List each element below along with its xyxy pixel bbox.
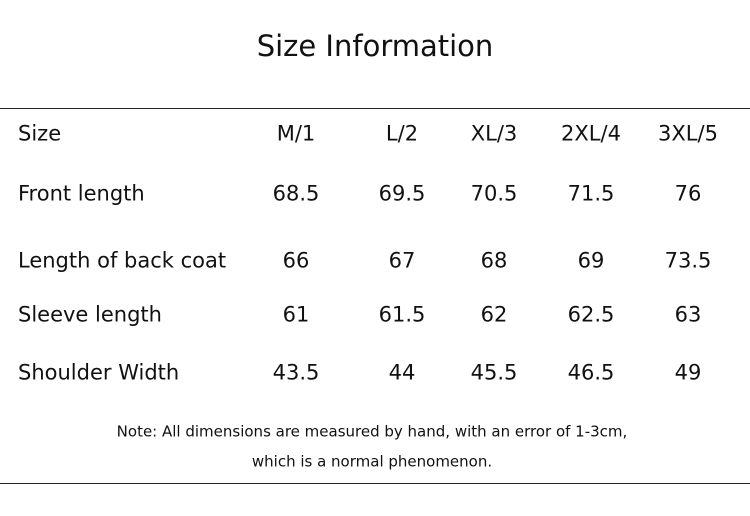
table-cell: 66	[282, 248, 310, 273]
row-label: Sleeve length	[18, 302, 162, 327]
table-cell: 49	[674, 360, 702, 385]
table-cell: 44	[388, 360, 416, 385]
title: Size Information	[256, 29, 494, 63]
table-cell: 69	[577, 248, 605, 273]
table-cell: 68	[480, 248, 508, 273]
table-cell: 71.5	[567, 181, 615, 206]
header-cell: L/2	[385, 121, 419, 146]
table-cell: 61.5	[378, 302, 426, 327]
table-cell: 62.5	[567, 302, 615, 327]
table-cell: 61	[282, 302, 310, 327]
header-cell: XL/3	[470, 121, 518, 146]
table-cell: 73.5	[664, 248, 712, 273]
table-cell: 45.5	[470, 360, 518, 385]
divider-top	[0, 108, 750, 109]
table-cell: 43.5	[272, 360, 320, 385]
table-cell: 69.5	[378, 181, 426, 206]
table-cell: 70.5	[470, 181, 518, 206]
row-label: Shoulder Width	[18, 360, 180, 385]
header-cell: 2XL/4	[561, 121, 621, 146]
divider-bottom	[0, 483, 750, 484]
note-line: which is a normal phenomenon.	[251, 452, 493, 471]
table-cell: 63	[674, 302, 702, 327]
table-cell: 67	[388, 248, 416, 273]
header-cell: 3XL/5	[658, 121, 718, 146]
row-label: Length of back coat	[18, 248, 227, 273]
table-cell: 76	[674, 181, 702, 206]
table-cell: 46.5	[567, 360, 615, 385]
row-label: Front length	[18, 181, 145, 206]
table-cell: 62	[480, 302, 508, 327]
header-cell: M/1	[276, 121, 316, 146]
table-cell: 68.5	[272, 181, 320, 206]
header-label: Size	[18, 121, 62, 146]
note-line: Note: All dimensions are measured by han…	[116, 422, 628, 441]
